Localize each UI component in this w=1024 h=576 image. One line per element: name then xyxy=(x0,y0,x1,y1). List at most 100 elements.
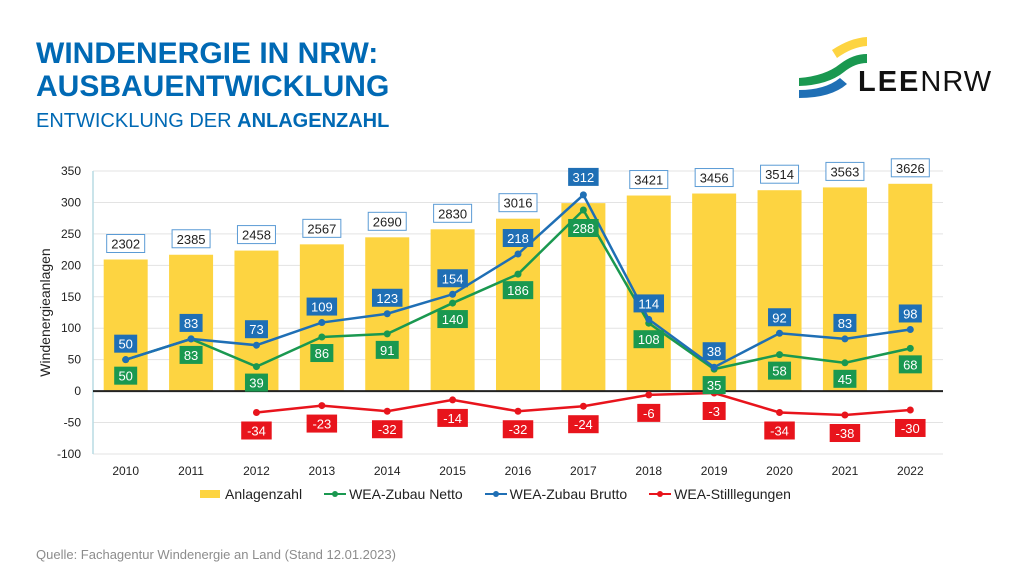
lee-nrw-logo-icon xyxy=(799,37,867,98)
data-label-stilllegungen: -24 xyxy=(574,417,593,432)
data-label-netto: 86 xyxy=(315,346,329,361)
x-tick-label: 2019 xyxy=(701,464,728,478)
bar-value-label: 2302 xyxy=(111,237,140,252)
y-tick-label: 250 xyxy=(61,227,81,241)
data-label-brutto: 92 xyxy=(772,310,786,325)
bar-anlagenzahl xyxy=(299,244,344,392)
data-label-box-brutto xyxy=(437,269,468,288)
data-label-stilllegungen: -14 xyxy=(443,411,462,426)
bar-value-label: 3456 xyxy=(700,171,729,186)
data-label-box-brutto xyxy=(502,229,534,248)
point-brutto xyxy=(514,250,522,258)
point-stilllegungen xyxy=(318,402,326,410)
data-label-brutto: 83 xyxy=(838,316,852,331)
data-label-brutto: 312 xyxy=(573,170,595,185)
y-tick-label: -50 xyxy=(64,416,82,430)
bar-value-label: 3514 xyxy=(765,167,794,182)
data-label-box-netto xyxy=(244,373,268,392)
data-label-netto: 45 xyxy=(838,372,852,387)
data-label-brutto: 73 xyxy=(249,322,263,337)
point-stilllegungen xyxy=(841,411,849,419)
legend-label: WEA-Zubau Brutto xyxy=(509,486,628,502)
bar-value-label: 2690 xyxy=(373,214,402,229)
data-label-netto: 83 xyxy=(184,348,198,363)
point-netto xyxy=(776,351,784,359)
data-label-brutto: 83 xyxy=(184,316,198,331)
point-brutto xyxy=(318,319,326,327)
data-label-netto: 68 xyxy=(903,357,917,372)
y-axis-title: Windenergieanlagen xyxy=(37,248,53,376)
data-label-stilllegungen: -23 xyxy=(312,417,331,432)
subtitle-bold: ANLAGENZAHL xyxy=(237,110,390,132)
data-label-box-netto xyxy=(833,369,857,388)
data-label-netto: 58 xyxy=(772,364,786,379)
data-label-netto: 186 xyxy=(507,283,529,298)
y-tick-label: 150 xyxy=(61,290,81,304)
data-label-box-stilllegungen xyxy=(241,421,272,440)
bar-value-label: 2567 xyxy=(307,221,336,236)
legend-swatch-icon xyxy=(484,491,507,497)
data-label-stilllegungen: -3 xyxy=(708,404,720,419)
data-label-box-stilllegungen xyxy=(568,415,599,434)
bar-value-label-box xyxy=(171,229,211,249)
title-line-2: AUSBAUENTWICKLUNG xyxy=(36,70,390,103)
data-label-stilllegungen: -30 xyxy=(901,421,920,436)
legend-item: WEA-Zubau Netto xyxy=(324,486,463,502)
bar-value-label-box xyxy=(890,158,930,178)
x-tick-label: 2022 xyxy=(897,464,924,478)
data-label-brutto: 38 xyxy=(707,344,721,359)
bar-value-label-box xyxy=(236,225,276,245)
point-stilllegungen xyxy=(645,391,653,399)
legend-label: WEA-Stilllegungen xyxy=(674,486,791,502)
data-label-box-stilllegungen xyxy=(306,414,338,433)
data-label-box-stilllegungen xyxy=(502,420,534,439)
data-label-netto: 39 xyxy=(249,376,263,391)
data-label-box-stilllegungen xyxy=(829,424,861,443)
x-tick-label: 2014 xyxy=(374,464,401,478)
data-label-box-netto xyxy=(568,218,599,237)
data-label-box-netto xyxy=(437,310,468,329)
bar-value-label: 2830 xyxy=(438,206,467,221)
page-subtitle: ENTWICKLUNG DER ANLAGENZAHL xyxy=(36,110,389,132)
point-netto xyxy=(841,359,849,367)
data-label-brutto: 109 xyxy=(311,300,333,315)
data-label-box-stilllegungen xyxy=(437,408,468,427)
chart-legend: Anlagenzahl WEA-Zubau Netto WEA-Zubau Brut… xyxy=(200,486,813,502)
data-label-netto: 140 xyxy=(442,312,464,327)
point-stilllegungen xyxy=(514,407,522,415)
data-label-stilllegungen: -34 xyxy=(770,423,789,438)
page-title: WINDENERGIE IN NRW: AUSBAUENTWICKLUNG xyxy=(36,37,389,103)
point-netto xyxy=(449,299,457,307)
x-tick-label: 2013 xyxy=(308,464,335,478)
x-tick-label: 2015 xyxy=(439,464,466,478)
data-label-box-stilllegungen xyxy=(637,403,661,422)
point-stilllegungen xyxy=(579,402,587,410)
data-label-netto: 288 xyxy=(573,221,595,236)
point-brutto xyxy=(710,363,718,371)
bar-value-label-box xyxy=(825,161,865,181)
legend-item: Anlagenzahl xyxy=(200,486,302,502)
data-label-box-brutto xyxy=(114,334,138,353)
point-netto xyxy=(514,270,522,278)
bar-anlagenzahl xyxy=(692,193,737,392)
data-label-netto: 91 xyxy=(380,343,394,358)
bar-value-label: 3421 xyxy=(634,173,663,188)
x-tick-label: 2020 xyxy=(766,464,793,478)
bar-anlagenzahl xyxy=(626,195,671,392)
data-label-box-brutto xyxy=(306,297,338,316)
bar-value-label-box xyxy=(302,218,342,238)
bar-value-label: 2458 xyxy=(242,228,271,243)
x-tick-label: 2016 xyxy=(505,464,532,478)
data-label-box-stilllegungen xyxy=(702,401,726,420)
data-label-box-brutto xyxy=(179,313,203,332)
data-label-box-netto xyxy=(375,340,399,359)
point-brutto xyxy=(645,315,653,323)
data-label-stilllegungen: -34 xyxy=(247,423,266,438)
bar-value-label-box xyxy=(433,203,473,223)
data-label-netto: 108 xyxy=(638,332,660,347)
point-stilllegungen xyxy=(383,407,391,415)
data-label-box-brutto xyxy=(371,288,403,307)
data-label-box-netto xyxy=(114,366,138,385)
data-label-box-stilllegungen xyxy=(371,420,403,439)
bar-anlagenzahl xyxy=(822,187,867,392)
